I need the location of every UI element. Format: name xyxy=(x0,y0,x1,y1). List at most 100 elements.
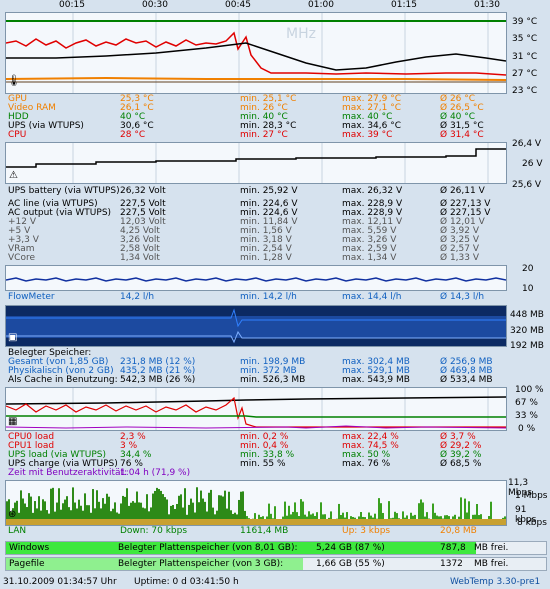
lan-traffic-bar xyxy=(274,506,276,525)
lan-traffic-bar xyxy=(82,510,84,525)
lan-traffic-bar xyxy=(432,503,434,525)
y-label: 0 % xyxy=(518,424,536,434)
y-label: 10 xyxy=(522,284,534,294)
memory-plot xyxy=(6,308,506,344)
lan-traffic-bar xyxy=(288,505,290,525)
y-label: 25,6 V xyxy=(512,180,542,190)
lan-traffic-bar xyxy=(468,501,470,525)
y-label: 31 °C xyxy=(512,52,538,62)
ups-load-line xyxy=(6,415,506,418)
lan-traffic-bar xyxy=(134,502,136,525)
lan-traffic-bar xyxy=(198,502,200,525)
ups-temp-line xyxy=(6,42,506,71)
lan-traffic-bar xyxy=(40,510,42,525)
lan-traffic-bar xyxy=(426,512,428,525)
lan-traffic-bar xyxy=(110,511,112,525)
lan-traffic-bar xyxy=(80,505,82,525)
lan-traffic-bar xyxy=(192,502,194,525)
y-label: 448 MB xyxy=(510,310,544,320)
lan-traffic-bar xyxy=(42,499,44,525)
y-label: 11,3 Mbps xyxy=(508,478,532,498)
y-label: 100 % xyxy=(515,385,544,395)
lan-traffic-bar xyxy=(30,496,32,525)
lan-traffic-bar xyxy=(422,502,424,525)
lan-traffic-bar xyxy=(204,501,206,525)
lan-plot xyxy=(6,487,506,525)
lan-traffic-bar xyxy=(382,512,384,525)
sensor-row-hdd: HDD 40 °C min. 40 °C max. 40 °C Ø 40 °C xyxy=(8,112,476,122)
flow-plot xyxy=(6,277,506,282)
lan-traffic-bar xyxy=(316,512,318,525)
memory-chip-icon: ▣ xyxy=(8,332,18,343)
lan-traffic-bar xyxy=(230,510,232,525)
lan-traffic-bar xyxy=(208,492,210,525)
memory-total-line xyxy=(6,330,506,344)
lan-traffic-bar xyxy=(8,499,10,525)
lan-traffic-bar xyxy=(176,503,178,525)
lan-traffic-bar xyxy=(172,504,174,525)
lan-traffic-bar xyxy=(148,511,150,525)
y-label: 320 MB xyxy=(510,326,544,336)
lan-traffic-bar xyxy=(418,503,420,525)
cpu1-load-line xyxy=(6,396,506,428)
warning-icon: ⚠ xyxy=(9,170,18,181)
lan-traffic-bar xyxy=(200,490,202,525)
lan-traffic-bar xyxy=(346,512,348,525)
thermometer-icon: 🌡 xyxy=(7,74,21,87)
lan-traffic-bar xyxy=(84,493,86,525)
lan-traffic-bar xyxy=(152,493,154,525)
lan-traffic-bar xyxy=(308,511,310,525)
sensor-row-gpu: GPU 25,3 °C min. 25,1 °C max. 27,9 °C Ø 26 °… xyxy=(8,94,476,104)
lan-traffic-bar xyxy=(62,503,64,525)
lan-traffic-bar xyxy=(228,491,230,525)
lan-traffic-bar xyxy=(218,495,220,525)
lan-traffic-bar xyxy=(292,511,294,525)
time-label: 01:30 xyxy=(474,0,500,10)
lan-traffic-bar xyxy=(60,509,62,525)
lan-traffic-bar xyxy=(184,488,186,525)
lan-traffic-bar xyxy=(68,507,70,525)
lan-traffic-bar xyxy=(302,501,304,525)
lan-traffic-bar xyxy=(44,501,46,525)
sensor-row-cpu: CPU 28 °C min. 27 °C max. 39 °C Ø 31,4 °C xyxy=(8,130,484,140)
load-row-ups-charge: UPS charge (via WTUPS) 76 % min. 55 % max. … xyxy=(8,459,482,469)
lan-traffic-bar xyxy=(194,512,196,525)
lan-traffic-bar xyxy=(300,499,302,525)
watermark-text: MHz xyxy=(286,26,316,42)
flowmeter-chart xyxy=(5,265,507,291)
memory-row-cache: Als Cache in Benutzung: 542,3 MB (26 %) mi… xyxy=(8,375,493,385)
lan-traffic-bar xyxy=(402,511,404,525)
lan-traffic-bar xyxy=(180,494,182,525)
lan-traffic-bar xyxy=(206,511,208,525)
lan-traffic-bar xyxy=(182,507,184,525)
lan-traffic-bar xyxy=(24,503,26,525)
lan-traffic-bar xyxy=(294,502,296,525)
memory-row-total: Gesamt (von 1,85 GB) 231,8 MB (12 %) min. … xyxy=(8,357,493,367)
lan-traffic-bar xyxy=(160,490,162,525)
sensor-row-ac-output: AC output (via WTUPS) 227,5 Volt min. 224,… xyxy=(8,208,491,218)
app-version-link[interactable]: WebTemp 3.30-pre1 xyxy=(450,577,541,587)
lan-traffic-bar xyxy=(174,508,176,525)
lan-traffic-bar xyxy=(210,489,212,525)
lan-traffic-bar xyxy=(164,497,166,525)
time-axis: 00:15 00:30 00:45 01:00 01:15 01:30 xyxy=(0,0,550,12)
lan-traffic-bar xyxy=(320,502,322,525)
memory-chart: ▣ xyxy=(5,305,507,347)
lan-traffic-bar xyxy=(36,508,38,525)
lan-traffic-bar xyxy=(38,496,40,525)
memory-header: Belegter Speicher: xyxy=(8,348,92,358)
y-label: 20 xyxy=(522,264,534,274)
lan-upload-band xyxy=(6,519,506,525)
lan-traffic-bar xyxy=(108,496,110,525)
lan-traffic-bar xyxy=(150,507,152,525)
y-label: 1 Mbps xyxy=(515,491,548,501)
lan-traffic-bar xyxy=(330,511,332,525)
disk-bar-pagefile: Pagefile Belegter Plattenspeicher (von 3… xyxy=(5,557,547,571)
lan-traffic-bar xyxy=(342,512,344,525)
lan-traffic-bar xyxy=(296,512,298,525)
y-label: 192 MB xyxy=(510,341,544,351)
lan-traffic-bar xyxy=(102,498,104,525)
flow-line xyxy=(6,277,506,282)
lan-traffic-bar xyxy=(72,487,74,525)
